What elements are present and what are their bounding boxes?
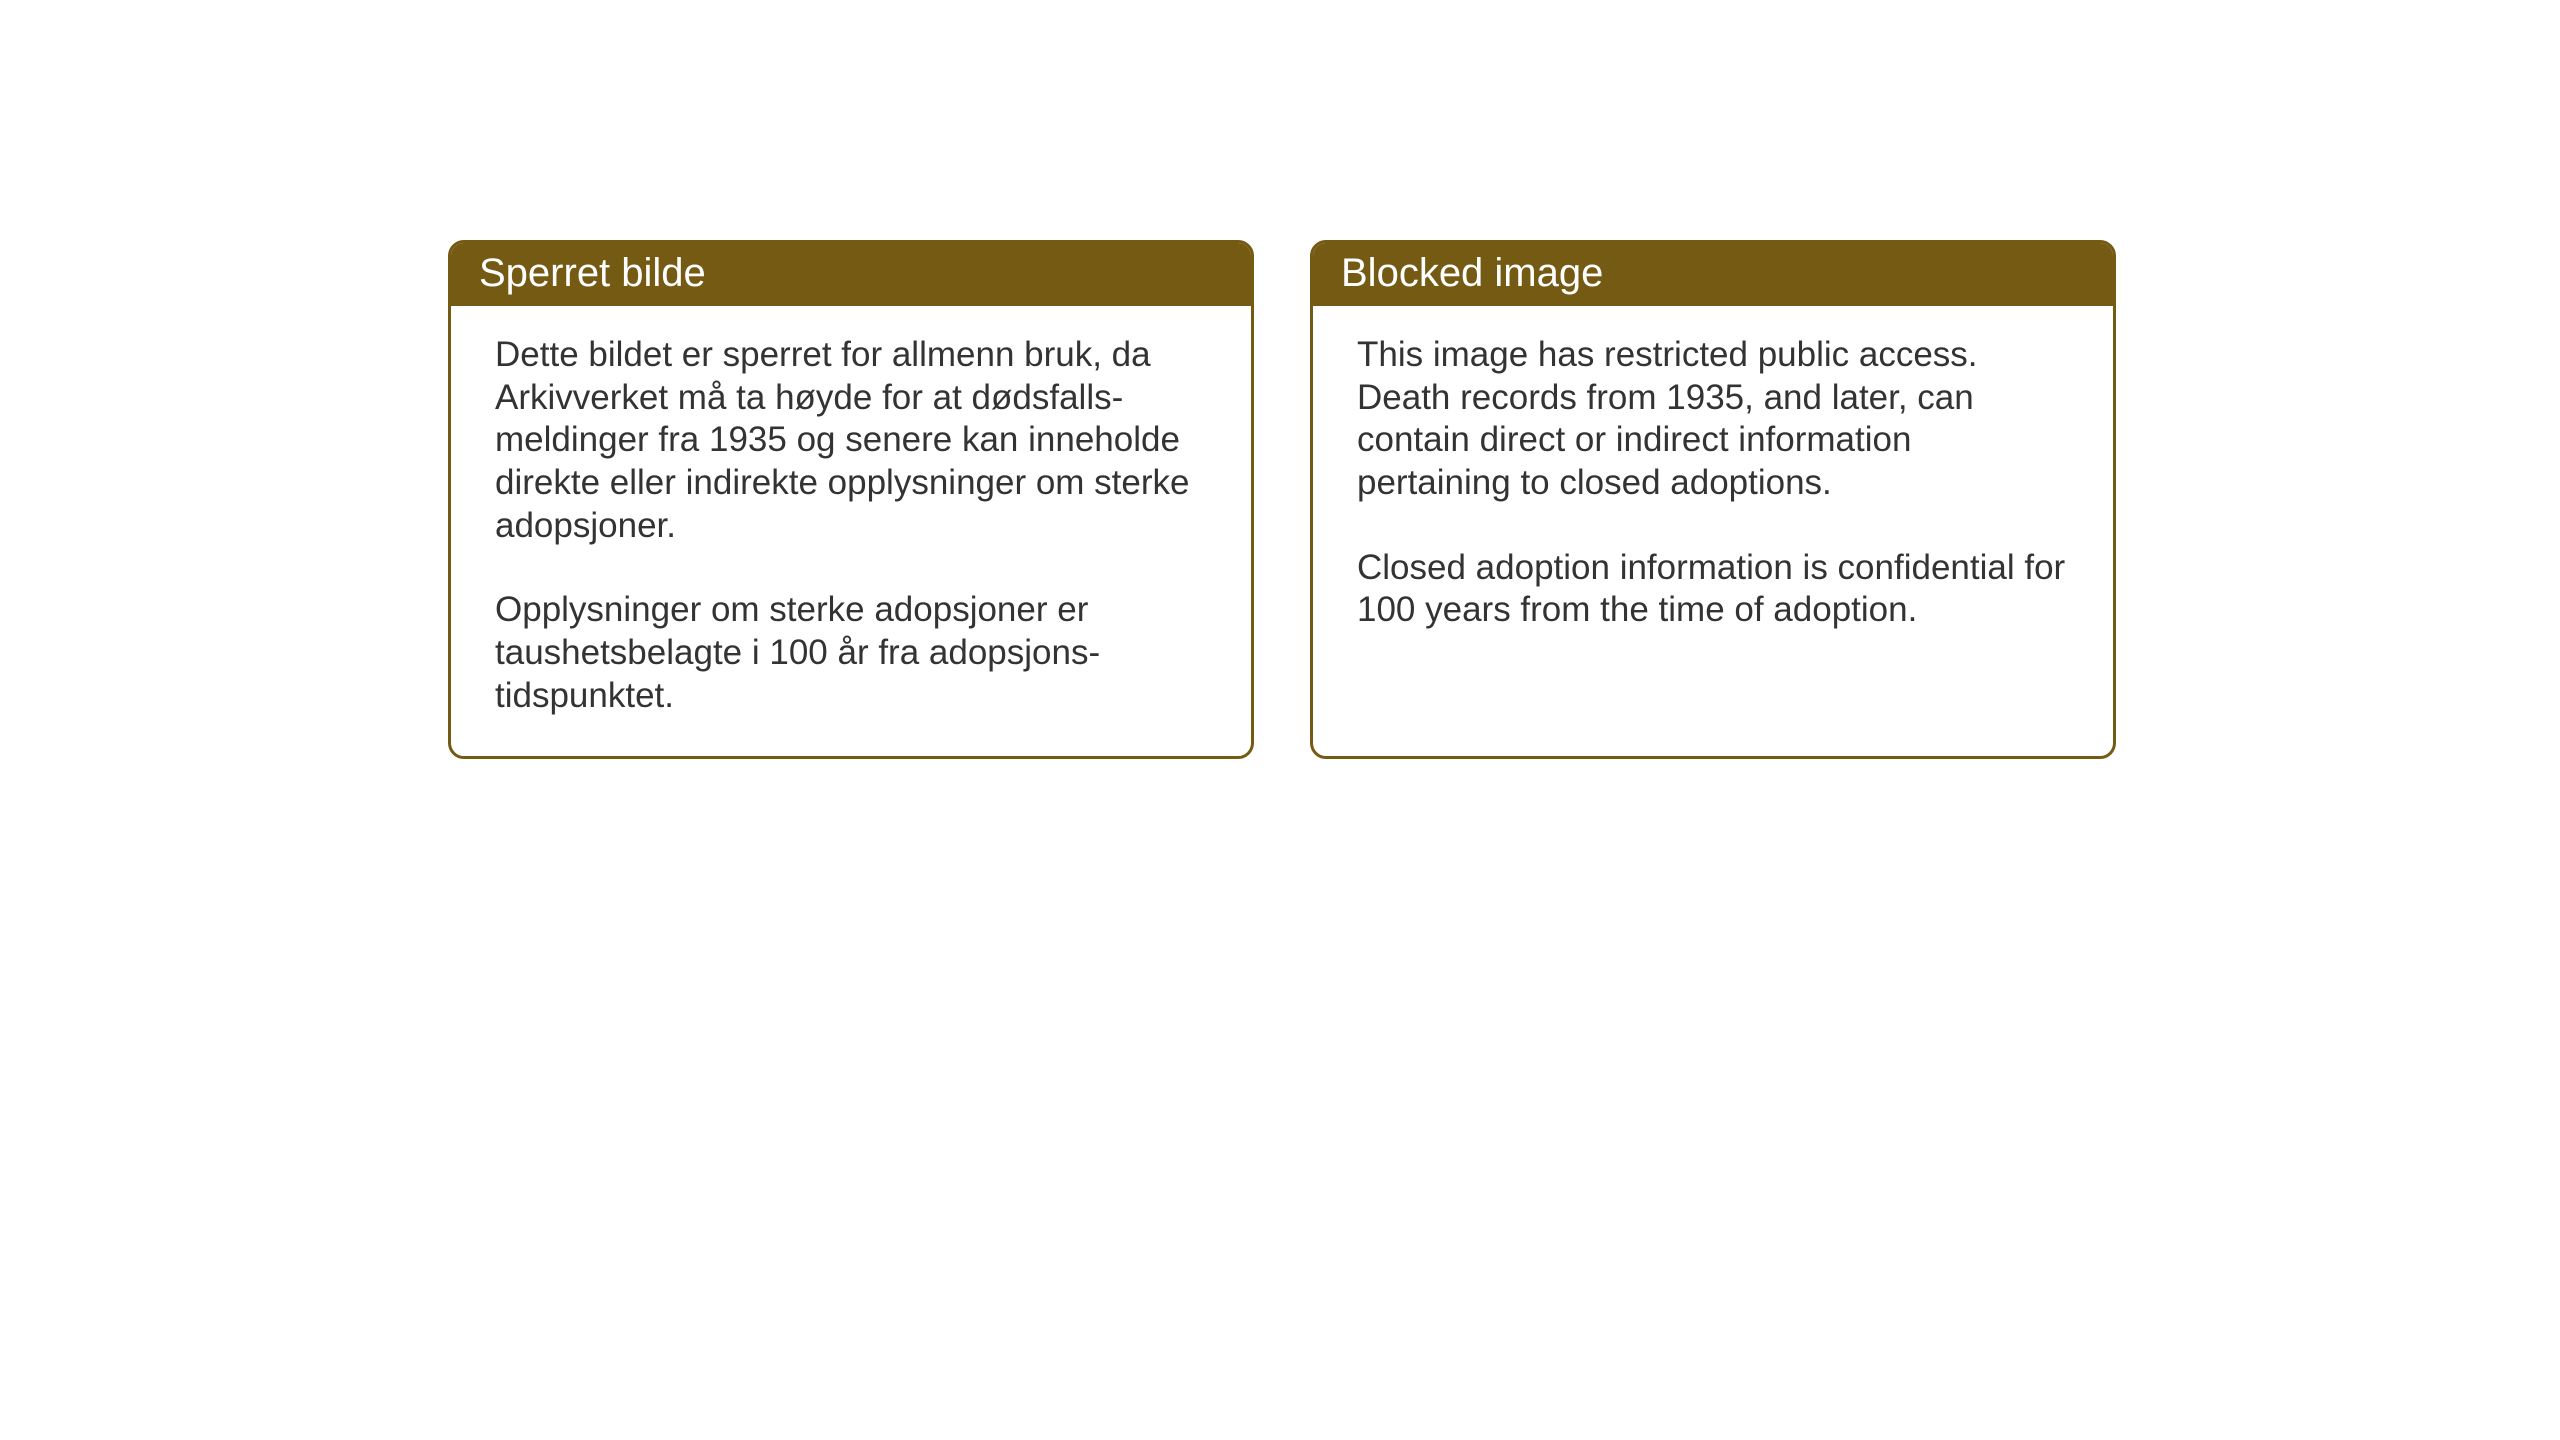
notice-title-english: Blocked image (1341, 251, 1603, 295)
notice-card-norwegian: Sperret bilde Dette bildet er sperret fo… (448, 240, 1254, 759)
notice-header-norwegian: Sperret bilde (451, 243, 1251, 306)
notice-header-english: Blocked image (1313, 243, 2113, 306)
notice-paragraph-1-norwegian: Dette bildet er sperret for allmenn bruk… (495, 334, 1207, 547)
notice-cards-container: Sperret bilde Dette bildet er sperret fo… (448, 240, 2116, 759)
notice-paragraph-2-english: Closed adoption information is confident… (1357, 547, 2069, 632)
notice-body-english: This image has restricted public access.… (1313, 306, 2113, 708)
notice-title-norwegian: Sperret bilde (479, 251, 706, 295)
notice-paragraph-2-norwegian: Opplysninger om sterke adopsjoner er tau… (495, 589, 1207, 717)
notice-paragraph-1-english: This image has restricted public access.… (1357, 334, 2069, 505)
notice-card-english: Blocked image This image has restricted … (1310, 240, 2116, 759)
notice-body-norwegian: Dette bildet er sperret for allmenn bruk… (451, 306, 1251, 756)
